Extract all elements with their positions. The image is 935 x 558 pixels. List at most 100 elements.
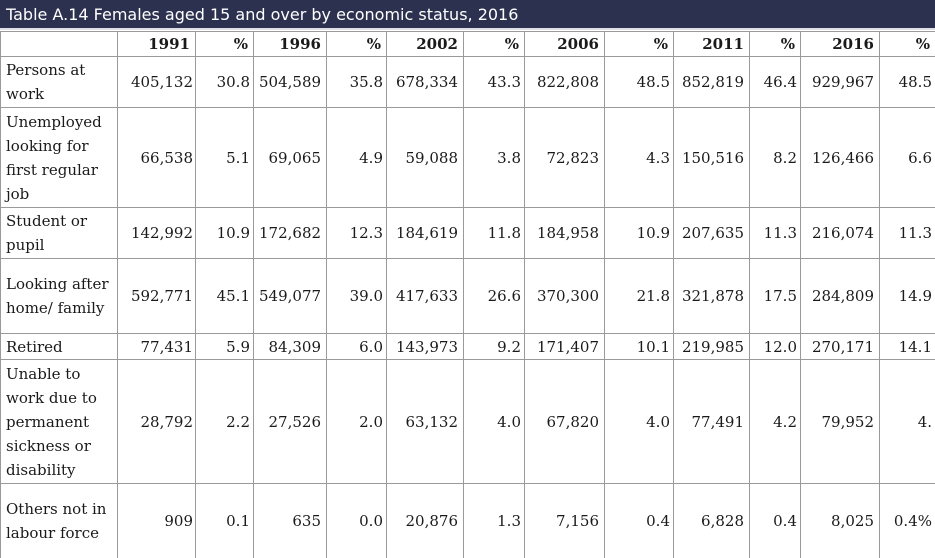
percent-cell: 10.9 [604,207,674,259]
column-header: 1991 [117,31,196,57]
count-cell: 6,828 [673,483,750,558]
percent-cell: 0.4 [749,483,801,558]
table-row: Unemployed looking for first regular job… [0,107,935,208]
count-cell: 67,820 [524,359,605,484]
percent-cell: 4.9 [326,107,387,208]
percent-cell: 30.8 [195,56,254,108]
count-cell: 20,876 [386,483,464,558]
count-cell: 549,077 [253,258,327,334]
count-cell: 852,819 [673,56,750,108]
count-cell: 171,407 [524,333,605,360]
table-row: Looking after home/ family 592,771 45.1 549… [0,258,935,334]
percent-cell: 6.6 [879,107,935,208]
table-row: Student or pupil 142,992 10.9 172,682 12.3 18… [0,207,935,259]
count-cell: 59,088 [386,107,464,208]
count-cell: 126,466 [800,107,880,208]
percent-cell: 4.0 [463,359,525,484]
percent-cell: 1.3 [463,483,525,558]
percent-cell: 3.8 [463,107,525,208]
row-label: Retired [0,333,118,360]
count-cell: 7,156 [524,483,605,558]
percent-cell: 11.3 [749,207,801,259]
percent-cell: 43.3 [463,56,525,108]
row-label: Unable to work due to permanent sickness… [0,359,118,484]
count-cell: 909 [117,483,196,558]
table-body: Persons at work 405,132 30.8 504,589 35.8 678… [0,56,935,558]
count-cell: 77,431 [117,333,196,360]
column-header: % [463,31,525,57]
percent-cell: 11.3 [879,207,935,259]
percent-cell: 14.1 [879,333,935,360]
row-label: Persons at work [0,56,118,108]
percent-cell: 45.1 [195,258,254,334]
percent-cell: 0.4 [604,483,674,558]
row-label: Others not in labour force [0,483,118,558]
count-cell: 370,300 [524,258,605,334]
count-cell: 216,074 [800,207,880,259]
percent-cell: 17.5 [749,258,801,334]
count-cell: 635 [253,483,327,558]
count-cell: 143,973 [386,333,464,360]
table-title: Table A.14 Females aged 15 and over by e… [0,0,935,30]
column-header: 2016 [800,31,880,57]
count-cell: 405,132 [117,56,196,108]
count-cell: 72,823 [524,107,605,208]
column-header: 2011 [673,31,750,57]
percent-cell: 0.1 [195,483,254,558]
count-cell: 284,809 [800,258,880,334]
count-cell: 142,992 [117,207,196,259]
table-row: Others not in labour force 909 0.1 635 0.0 20… [0,483,935,558]
percent-cell: 26.6 [463,258,525,334]
table-row: Persons at work 405,132 30.8 504,589 35.8 678… [0,56,935,108]
count-cell: 63,132 [386,359,464,484]
percent-cell: 4.3 [604,107,674,208]
column-header: 2002 [386,31,464,57]
column-header: % [195,31,254,57]
percent-cell: 6.0 [326,333,387,360]
count-cell: 184,958 [524,207,605,259]
percent-cell: 2.2 [195,359,254,484]
economic-status-table: 1991 % 1996 % 2002 % 2006 % 2011 % 2016 … [0,31,935,558]
column-header: % [879,31,935,57]
count-cell: 321,878 [673,258,750,334]
count-cell: 84,309 [253,333,327,360]
percent-cell: 8.2 [749,107,801,208]
percent-cell: 2.0 [326,359,387,484]
percent-cell: 35.8 [326,56,387,108]
percent-cell: 14.9 [879,258,935,334]
percent-cell: 4.2 [749,359,801,484]
percent-cell: 10.9 [195,207,254,259]
count-cell: 28,792 [117,359,196,484]
count-cell: 929,967 [800,56,880,108]
percent-cell: 10.1 [604,333,674,360]
row-label: Looking after home/ family [0,258,118,334]
count-cell: 207,635 [673,207,750,259]
count-cell: 8,025 [800,483,880,558]
percent-cell: 4. [879,359,935,484]
count-cell: 66,538 [117,107,196,208]
count-cell: 219,985 [673,333,750,360]
header-row: 1991 % 1996 % 2002 % 2006 % 2011 % 2016 … [0,31,935,57]
column-header [0,31,118,57]
count-cell: 150,516 [673,107,750,208]
percent-cell: 21.8 [604,258,674,334]
percent-cell: 4.0 [604,359,674,484]
table-row: Retired 77,431 5.9 84,309 6.0 143,973 9.2 171,4… [0,333,935,360]
percent-cell: 5.9 [195,333,254,360]
percent-cell: 9.2 [463,333,525,360]
percent-cell: 12.0 [749,333,801,360]
column-header: % [604,31,674,57]
count-cell: 592,771 [117,258,196,334]
percent-cell: 39.0 [326,258,387,334]
count-cell: 172,682 [253,207,327,259]
count-cell: 184,619 [386,207,464,259]
count-cell: 822,808 [524,56,605,108]
row-label: Student or pupil [0,207,118,259]
column-header: 2006 [524,31,605,57]
percent-cell: 0.0 [326,483,387,558]
percent-cell: 5.1 [195,107,254,208]
percent-cell: 11.8 [463,207,525,259]
percent-cell: 0.4% [879,483,935,558]
table-row: Unable to work due to permanent sickness… [0,359,935,484]
